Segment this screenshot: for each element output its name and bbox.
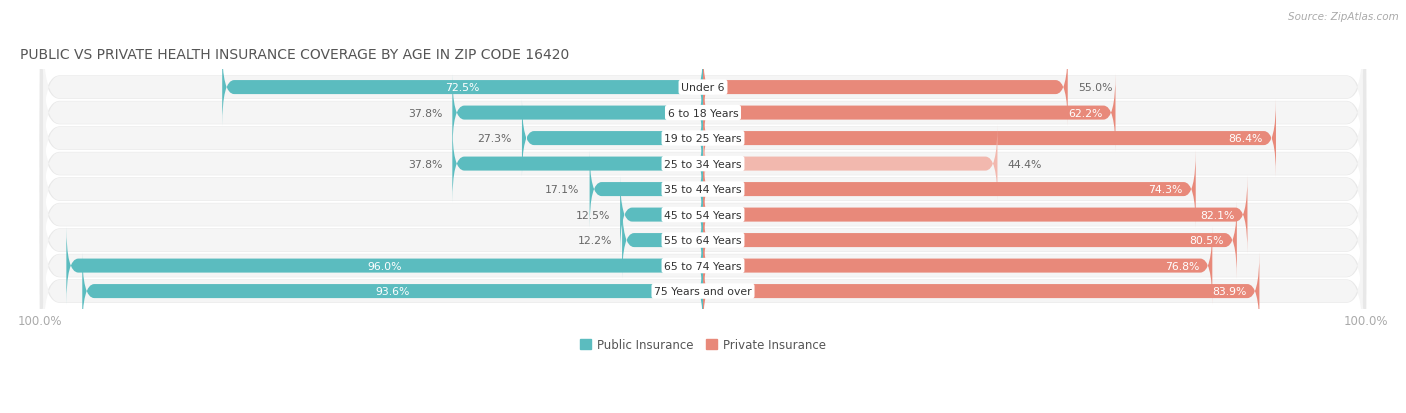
Text: 86.4%: 86.4%: [1229, 134, 1263, 144]
FancyBboxPatch shape: [39, 23, 1367, 152]
FancyBboxPatch shape: [44, 163, 1362, 268]
FancyBboxPatch shape: [39, 100, 1367, 229]
Text: PUBLIC VS PRIVATE HEALTH INSURANCE COVERAGE BY AGE IN ZIP CODE 16420: PUBLIC VS PRIVATE HEALTH INSURANCE COVER…: [20, 48, 569, 62]
Text: 35 to 44 Years: 35 to 44 Years: [664, 185, 742, 195]
FancyBboxPatch shape: [44, 137, 1362, 242]
FancyBboxPatch shape: [703, 202, 1237, 279]
Text: 44.4%: 44.4%: [1007, 159, 1042, 169]
Text: 25 to 34 Years: 25 to 34 Years: [664, 159, 742, 169]
FancyBboxPatch shape: [222, 49, 703, 127]
Text: 80.5%: 80.5%: [1189, 235, 1223, 245]
Text: 37.8%: 37.8%: [408, 159, 443, 169]
FancyBboxPatch shape: [44, 36, 1362, 140]
Legend: Public Insurance, Private Insurance: Public Insurance, Private Insurance: [575, 334, 831, 356]
Text: 96.0%: 96.0%: [367, 261, 402, 271]
FancyBboxPatch shape: [703, 100, 1277, 178]
Text: 37.8%: 37.8%: [408, 108, 443, 118]
FancyBboxPatch shape: [620, 176, 703, 254]
FancyBboxPatch shape: [39, 227, 1367, 356]
FancyBboxPatch shape: [453, 126, 703, 203]
Text: 55 to 64 Years: 55 to 64 Years: [664, 235, 742, 245]
FancyBboxPatch shape: [44, 112, 1362, 216]
Text: 12.2%: 12.2%: [578, 235, 612, 245]
FancyBboxPatch shape: [39, 125, 1367, 254]
FancyBboxPatch shape: [44, 214, 1362, 318]
FancyBboxPatch shape: [44, 239, 1362, 344]
Text: 82.1%: 82.1%: [1199, 210, 1234, 220]
Text: 65 to 74 Years: 65 to 74 Years: [664, 261, 742, 271]
Text: 55.0%: 55.0%: [1077, 83, 1112, 93]
Text: 27.3%: 27.3%: [478, 134, 512, 144]
FancyBboxPatch shape: [44, 188, 1362, 293]
Text: 74.3%: 74.3%: [1149, 185, 1182, 195]
Text: Under 6: Under 6: [682, 83, 724, 93]
FancyBboxPatch shape: [44, 61, 1362, 166]
Text: 75 Years and over: 75 Years and over: [654, 286, 752, 297]
Text: 6 to 18 Years: 6 to 18 Years: [668, 108, 738, 118]
FancyBboxPatch shape: [44, 86, 1362, 191]
FancyBboxPatch shape: [39, 49, 1367, 178]
Text: 76.8%: 76.8%: [1164, 261, 1199, 271]
Text: 19 to 25 Years: 19 to 25 Years: [664, 134, 742, 144]
FancyBboxPatch shape: [621, 202, 703, 279]
FancyBboxPatch shape: [703, 151, 1195, 228]
FancyBboxPatch shape: [703, 253, 1260, 330]
FancyBboxPatch shape: [703, 126, 997, 203]
FancyBboxPatch shape: [453, 74, 703, 152]
FancyBboxPatch shape: [703, 176, 1247, 254]
Text: 72.5%: 72.5%: [446, 83, 479, 93]
Text: 62.2%: 62.2%: [1067, 108, 1102, 118]
Text: 93.6%: 93.6%: [375, 286, 409, 297]
FancyBboxPatch shape: [522, 100, 703, 178]
Text: 83.9%: 83.9%: [1212, 286, 1246, 297]
FancyBboxPatch shape: [39, 150, 1367, 280]
FancyBboxPatch shape: [39, 176, 1367, 305]
FancyBboxPatch shape: [66, 227, 703, 305]
Text: 17.1%: 17.1%: [546, 185, 579, 195]
FancyBboxPatch shape: [703, 74, 1115, 152]
Text: Source: ZipAtlas.com: Source: ZipAtlas.com: [1288, 12, 1399, 22]
Text: 12.5%: 12.5%: [576, 210, 610, 220]
FancyBboxPatch shape: [39, 74, 1367, 203]
Text: 45 to 54 Years: 45 to 54 Years: [664, 210, 742, 220]
FancyBboxPatch shape: [703, 49, 1067, 127]
FancyBboxPatch shape: [39, 201, 1367, 330]
FancyBboxPatch shape: [703, 227, 1212, 305]
FancyBboxPatch shape: [83, 253, 703, 330]
FancyBboxPatch shape: [589, 151, 703, 228]
